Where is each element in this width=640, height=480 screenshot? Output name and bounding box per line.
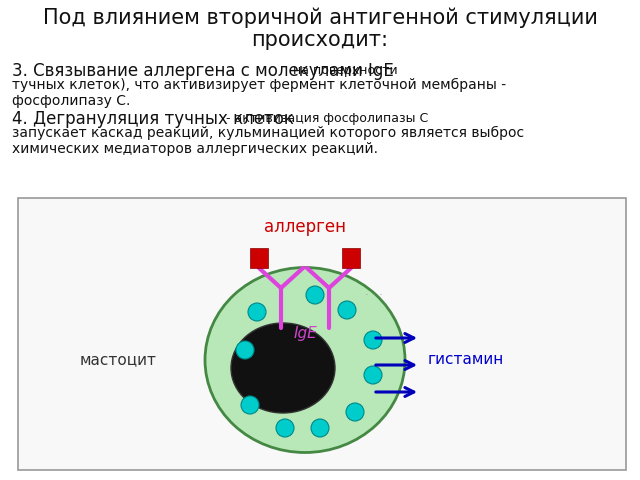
Circle shape (306, 286, 324, 304)
Text: · · ·: · · · (365, 290, 383, 300)
Ellipse shape (231, 323, 335, 413)
Text: происходит:: происходит: (252, 30, 388, 50)
Text: запускает каскад реакций, кульминацией которого является выброс
химических медиа: запускает каскад реакций, кульминацией к… (12, 126, 524, 156)
Text: 3. Связывание аллергена с молекулами IgE: 3. Связывание аллергена с молекулами IgE (12, 62, 394, 80)
Circle shape (346, 403, 364, 421)
Text: мастоцит: мастоцит (80, 352, 157, 368)
Text: аллерген: аллерген (264, 218, 346, 236)
Text: гистамин: гистамин (428, 352, 504, 368)
Circle shape (248, 303, 266, 321)
Circle shape (338, 301, 356, 319)
Circle shape (241, 396, 259, 414)
Text: Под влиянием вторичной антигенной стимуляции: Под влиянием вторичной антигенной стимул… (43, 8, 597, 28)
FancyBboxPatch shape (18, 198, 626, 470)
Text: 4. Дегрануляция тучных клеток: 4. Дегрануляция тучных клеток (12, 110, 294, 128)
Circle shape (364, 331, 382, 349)
Bar (250, 248, 268, 268)
Ellipse shape (205, 267, 405, 453)
Circle shape (311, 419, 329, 437)
Circle shape (364, 366, 382, 384)
Text: тучных клеток), что активизирует фермент клеточной мембраны -
фосфолипазу С.: тучных клеток), что активизирует фермент… (12, 78, 506, 108)
Circle shape (236, 341, 254, 359)
Text: - активизация фосфолипазы С: - активизация фосфолипазы С (222, 112, 428, 125)
Bar (342, 248, 360, 268)
Circle shape (276, 419, 294, 437)
Text: IgE: IgE (293, 326, 317, 341)
Text: на поверхности: на поверхности (289, 64, 397, 77)
